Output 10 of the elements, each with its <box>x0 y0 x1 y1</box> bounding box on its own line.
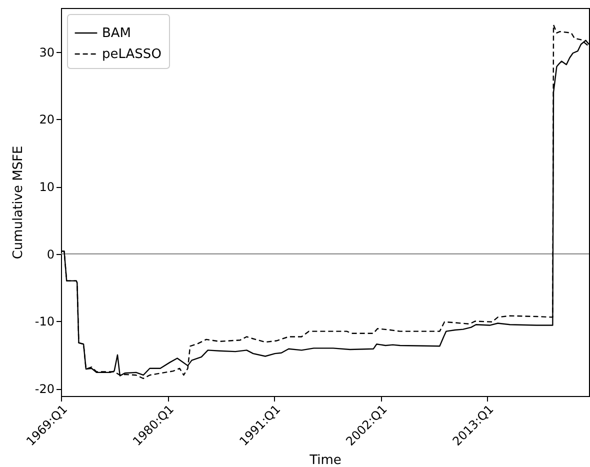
y-tick-label: 20 <box>39 112 54 127</box>
y-tick-label: -20 <box>34 382 54 396</box>
legend-label: BAM <box>102 26 132 41</box>
legend-label: peLASSO <box>102 47 162 62</box>
x-axis-title: Time <box>308 452 342 467</box>
y-tick-label: 0 <box>46 247 54 262</box>
y-tick-label: 30 <box>39 45 54 60</box>
y-axis-title: Cumulative MSFE <box>10 146 26 260</box>
y-tick-label: 10 <box>39 180 54 194</box>
y-tick-label: -10 <box>34 314 54 329</box>
